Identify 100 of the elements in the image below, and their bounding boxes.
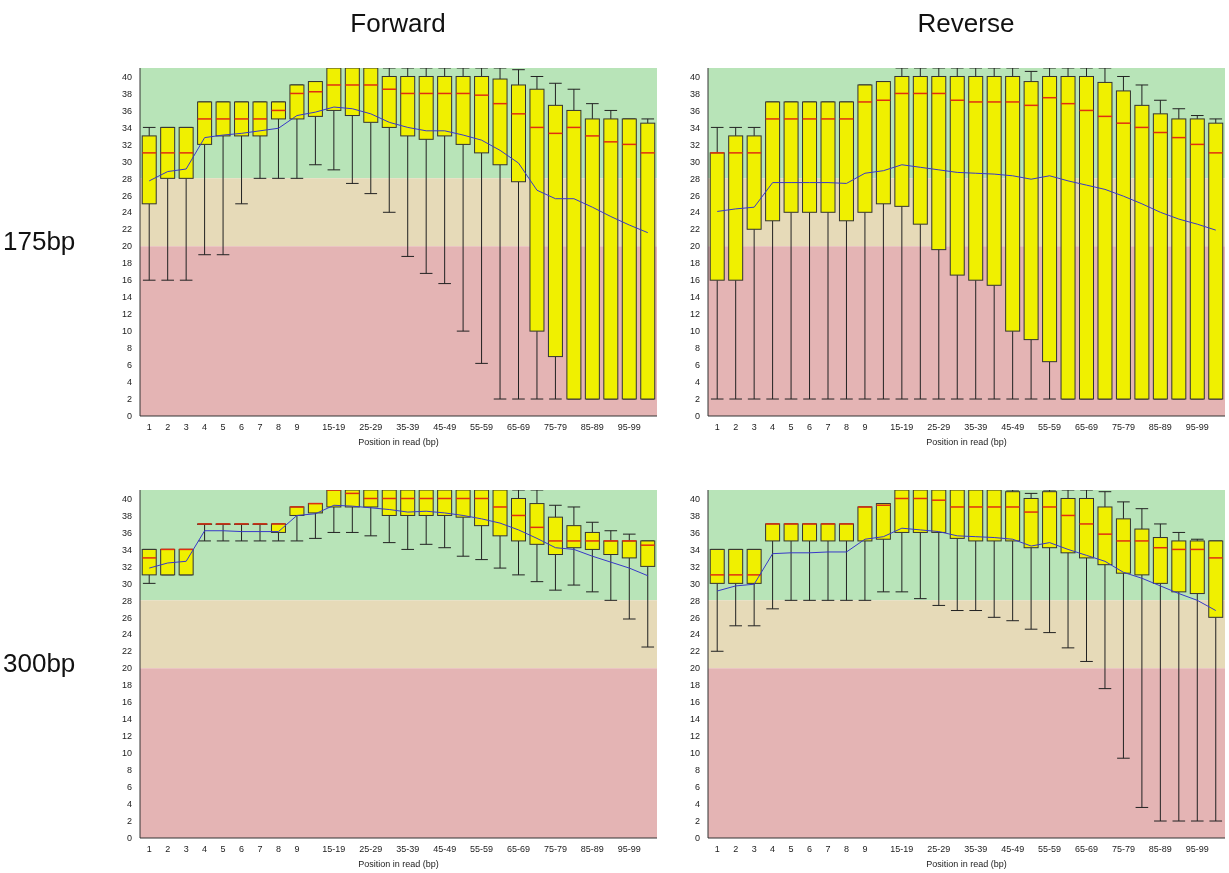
x-tick-label: 35-39	[964, 422, 988, 433]
x-tick-label: 8	[843, 422, 849, 433]
y-tick-label: 30	[121, 578, 132, 589]
y-tick-label: 36	[121, 527, 132, 538]
y-tick-label: 32	[689, 561, 700, 572]
y-tick-label: 34	[121, 544, 132, 555]
y-tick-label: 16	[689, 697, 700, 708]
y-tick-label: 18	[689, 680, 700, 691]
y-tick-label: 24	[121, 629, 132, 640]
x-axis-title: Position in read (bp)	[358, 437, 439, 447]
x-tick-label: 95-99	[617, 422, 641, 433]
x-tick-label: 4	[202, 422, 208, 433]
y-tick-label: 2	[126, 816, 132, 827]
y-tick-label: 22	[121, 646, 132, 657]
y-tick-label: 6	[694, 360, 700, 371]
y-tick-label: 18	[121, 258, 132, 269]
y-tick-label: 6	[126, 782, 132, 793]
y-tick-label: 32	[689, 139, 700, 150]
x-tick-label: 1	[714, 422, 720, 433]
x-tick-label: 95-99	[1185, 422, 1209, 433]
x-tick-label: 5	[788, 844, 794, 855]
x-tick-label: 2	[733, 844, 739, 855]
x-tick-label: 45-49	[1001, 422, 1025, 433]
line-series	[716, 164, 1217, 231]
x-tick-label: 9	[294, 844, 300, 855]
y-tick-label: 38	[121, 510, 132, 521]
x-tick-label: 1	[146, 422, 152, 433]
x-tick-label: 5	[220, 844, 226, 855]
x-axis-title: Position in read (bp)	[926, 859, 1007, 869]
y-tick-label: 38	[689, 88, 700, 99]
x-tick-label: 2	[165, 844, 171, 855]
x-tick-label: 55-59	[470, 422, 494, 433]
y-tick-label: 4	[694, 799, 700, 810]
y-tick-label: 12	[689, 731, 700, 742]
x-tick-label: 75-79	[543, 844, 567, 855]
x-tick-label: 3	[183, 844, 189, 855]
y-tick-label: 14	[689, 292, 700, 303]
y-tick-label: 2	[126, 394, 132, 405]
y-tick-label: 6	[126, 360, 132, 371]
y-tick-label: 36	[121, 105, 132, 116]
y-tick-label: 26	[121, 190, 132, 201]
y-tick-label: 20	[121, 241, 132, 252]
x-tick-label: 45-49	[433, 422, 457, 433]
x-tick-label: 1	[714, 844, 720, 855]
y-tick-label: 34	[689, 122, 700, 133]
y-tick-label: 26	[689, 612, 700, 623]
x-tick-label: 15-19	[322, 422, 346, 433]
x-tick-label: 25-29	[927, 422, 951, 433]
x-tick-label: 9	[862, 844, 868, 855]
y-tick-label: 4	[694, 377, 700, 388]
y-tick-label: 4	[126, 377, 132, 388]
x-tick-label: 35-39	[964, 844, 988, 855]
x-tick-label: 75-79	[543, 422, 567, 433]
x-tick-label: 35-39	[396, 422, 420, 433]
y-tick-label: 8	[694, 343, 700, 354]
y-tick-label: 36	[689, 105, 700, 116]
x-tick-label: 8	[843, 844, 849, 855]
y-tick-label: 30	[689, 156, 700, 167]
x-tick-label: 5	[220, 422, 226, 433]
y-tick-label: 32	[121, 561, 132, 572]
y-tick-label: 24	[689, 629, 700, 640]
x-tick-label: 2	[165, 422, 171, 433]
x-tick-label: 6	[239, 422, 245, 433]
x-tick-label: 35-39	[396, 844, 420, 855]
x-tick-label: 25-29	[359, 422, 383, 433]
y-tick-label: 38	[689, 510, 700, 521]
x-tick-label: 2	[733, 422, 739, 433]
y-tick-label: 34	[689, 544, 700, 555]
x-tick-label: 65-69	[1075, 422, 1099, 433]
y-tick-label: 14	[121, 292, 132, 303]
y-tick-label: 40	[121, 493, 132, 504]
y-tick-label: 10	[689, 748, 700, 759]
chart-title: Forward	[349, 8, 447, 39]
x-tick-label: 5	[788, 422, 794, 433]
y-tick-label: 16	[121, 275, 132, 286]
y-tick-label: 24	[121, 207, 132, 218]
x-tick-label: 4	[770, 422, 776, 433]
y-tick-label: 20	[121, 663, 132, 674]
y-tick-label: 22	[689, 224, 700, 235]
y-tick-label: 20	[689, 241, 700, 252]
text: 300bp	[3, 648, 77, 679]
y-tick-label: 40	[689, 493, 700, 504]
x-tick-label: 1	[146, 844, 152, 855]
y-tick-label: 14	[121, 714, 132, 725]
x-tick-label: 45-49	[433, 844, 457, 855]
y-tick-label: 22	[689, 646, 700, 657]
y-tick-label: 12	[689, 309, 700, 320]
x-tick-label: 6	[807, 422, 813, 433]
line-series	[148, 106, 649, 234]
x-tick-label: 8	[275, 844, 281, 855]
y-tick-label: 24	[689, 207, 700, 218]
x-tick-label: 3	[183, 422, 189, 433]
y-tick-label: 18	[689, 258, 700, 269]
y-tick-label: 4	[126, 799, 132, 810]
x-tick-label: 55-59	[1038, 422, 1062, 433]
y-tick-label: 12	[121, 309, 132, 320]
x-tick-label: 85-89	[1148, 844, 1172, 855]
x-tick-label: 4	[770, 844, 776, 855]
x-axis-title: Position in read (bp)	[358, 859, 439, 869]
y-tick-label: 36	[689, 527, 700, 538]
